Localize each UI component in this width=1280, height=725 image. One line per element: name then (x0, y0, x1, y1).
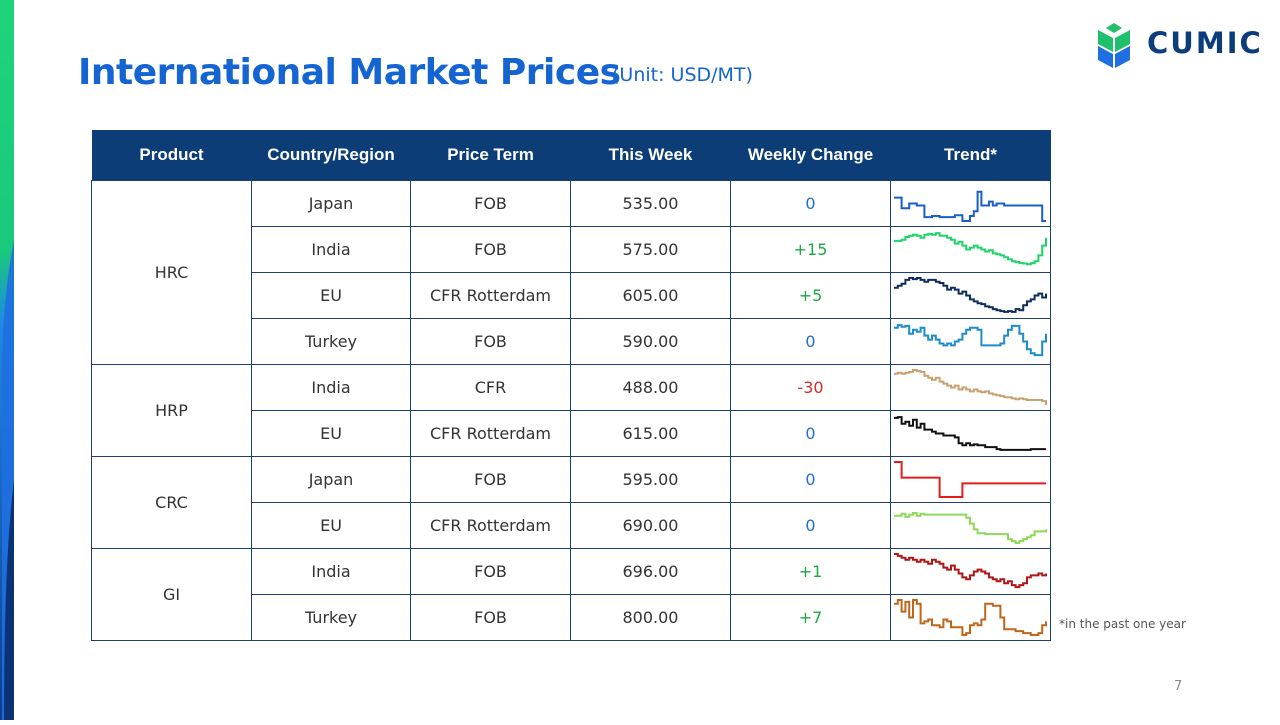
price-cell: 605.00 (570, 272, 731, 319)
price-cell: 696.00 (570, 548, 731, 595)
price-cell: 590.00 (570, 318, 731, 365)
change-cell: 0 (730, 502, 891, 549)
change-cell: 0 (730, 456, 891, 503)
term-cell: FOB (410, 180, 571, 227)
trend-cell (890, 502, 1051, 549)
trend-sparkline (894, 232, 1047, 266)
trend-line (894, 461, 1046, 498)
trend-sparkline (894, 512, 1047, 544)
cumic-logo-icon (1098, 23, 1130, 68)
page-number: 7 (1174, 679, 1183, 694)
trend-sparkline (894, 461, 1046, 498)
product-cell: HRC (91, 180, 252, 365)
brand-logo: CUMIC (1095, 20, 1263, 70)
page-title: International Market Prices (78, 52, 621, 93)
table-row: GI India FOB 696.00 +1 (91, 548, 1051, 641)
trend-cell (890, 456, 1051, 503)
price-cell: 800.00 (570, 594, 731, 641)
change-cell: +7 (730, 594, 891, 641)
term-cell: CFR Rotterdam (410, 272, 571, 319)
trend-sparkline (894, 190, 1046, 222)
trend-line (894, 512, 1047, 544)
brand-name: CUMIC (1147, 26, 1263, 60)
change-cell: +1 (730, 548, 891, 595)
price-cell: 615.00 (570, 410, 731, 457)
header-weekly-change: Weekly Change (730, 130, 891, 181)
table-row: HRC Japan FOB 535.00 0 (91, 180, 1051, 365)
country-cell: India (251, 226, 411, 273)
country-cell: EU (251, 410, 411, 457)
term-cell: CFR (410, 364, 571, 411)
price-cell: 595.00 (570, 456, 731, 503)
country-cell: Turkey (251, 318, 411, 365)
table-row: CRC Japan FOB 595.00 0 (91, 456, 1051, 549)
header-country: Country/Region (251, 130, 411, 181)
change-cell: +5 (730, 272, 891, 319)
unit-label: (Unit: USD/MT) (612, 64, 753, 86)
trend-line (894, 324, 1047, 357)
trend-line (894, 553, 1047, 589)
trend-cell (890, 318, 1051, 365)
trend-line (894, 369, 1047, 405)
trend-line (894, 599, 1047, 636)
country-cell: Turkey (251, 594, 411, 641)
header-product: Product (91, 130, 252, 181)
price-cell: 575.00 (570, 226, 731, 273)
trend-cell (890, 226, 1051, 273)
trend-sparkline (894, 369, 1047, 405)
trend-cell (890, 594, 1051, 641)
table-row: EU CFR Rotterdam 605.00 +5 (92, 272, 1051, 319)
trend-cell (890, 410, 1051, 457)
table-header-row: Product Country/Region Price Term This W… (91, 130, 1051, 181)
change-cell: +15 (730, 226, 891, 273)
term-cell: CFR Rotterdam (410, 502, 571, 549)
term-cell: FOB (410, 226, 571, 273)
header-trend: Trend* (890, 130, 1051, 181)
header-price-term: Price Term (410, 130, 571, 181)
term-cell: FOB (410, 594, 571, 641)
term-cell: FOB (410, 548, 571, 595)
country-cell: EU (251, 272, 411, 319)
left-accent-bar (0, 0, 14, 720)
product-cell: HRP (91, 364, 252, 457)
term-cell: FOB (410, 318, 571, 365)
footnote: *in the past one year (1059, 617, 1186, 631)
change-cell: 0 (730, 318, 891, 365)
country-cell: Japan (251, 180, 411, 227)
price-cell: 488.00 (570, 364, 731, 411)
table-row: Turkey FOB 590.00 0 (92, 318, 1051, 365)
trend-cell (890, 364, 1051, 411)
change-cell: -30 (730, 364, 891, 411)
trend-cell (890, 272, 1051, 319)
trend-sparkline (894, 416, 1046, 451)
price-cell: 535.00 (570, 180, 731, 227)
change-cell: 0 (730, 180, 891, 227)
country-cell: India (251, 548, 411, 595)
trend-cell (890, 548, 1051, 595)
table-row: EU CFR Rotterdam 690.00 0 (92, 502, 1051, 549)
change-cell: 0 (730, 410, 891, 457)
price-cell: 690.00 (570, 502, 731, 549)
header-this-week: This Week (570, 130, 731, 181)
table-row: HRP India CFR 488.00 -30 (91, 364, 1051, 457)
country-cell: EU (251, 502, 411, 549)
product-cell: GI (91, 548, 252, 641)
country-cell: Japan (251, 456, 411, 503)
trend-sparkline (894, 599, 1047, 636)
trend-sparkline (894, 324, 1047, 357)
term-cell: CFR Rotterdam (410, 410, 571, 457)
trend-cell (890, 180, 1051, 227)
trend-line (894, 416, 1046, 451)
trend-sparkline (894, 553, 1047, 589)
trend-line (894, 277, 1047, 313)
term-cell: FOB (410, 456, 571, 503)
table-row: Turkey FOB 800.00 +7 (92, 594, 1051, 641)
price-table: Product Country/Region Price Term This W… (91, 130, 1051, 641)
table-row: EU CFR Rotterdam 615.00 0 (92, 410, 1051, 457)
product-cell: CRC (91, 456, 252, 549)
trend-sparkline (894, 277, 1047, 313)
country-cell: India (251, 364, 411, 411)
trend-line (894, 190, 1046, 222)
trend-line (894, 232, 1047, 266)
